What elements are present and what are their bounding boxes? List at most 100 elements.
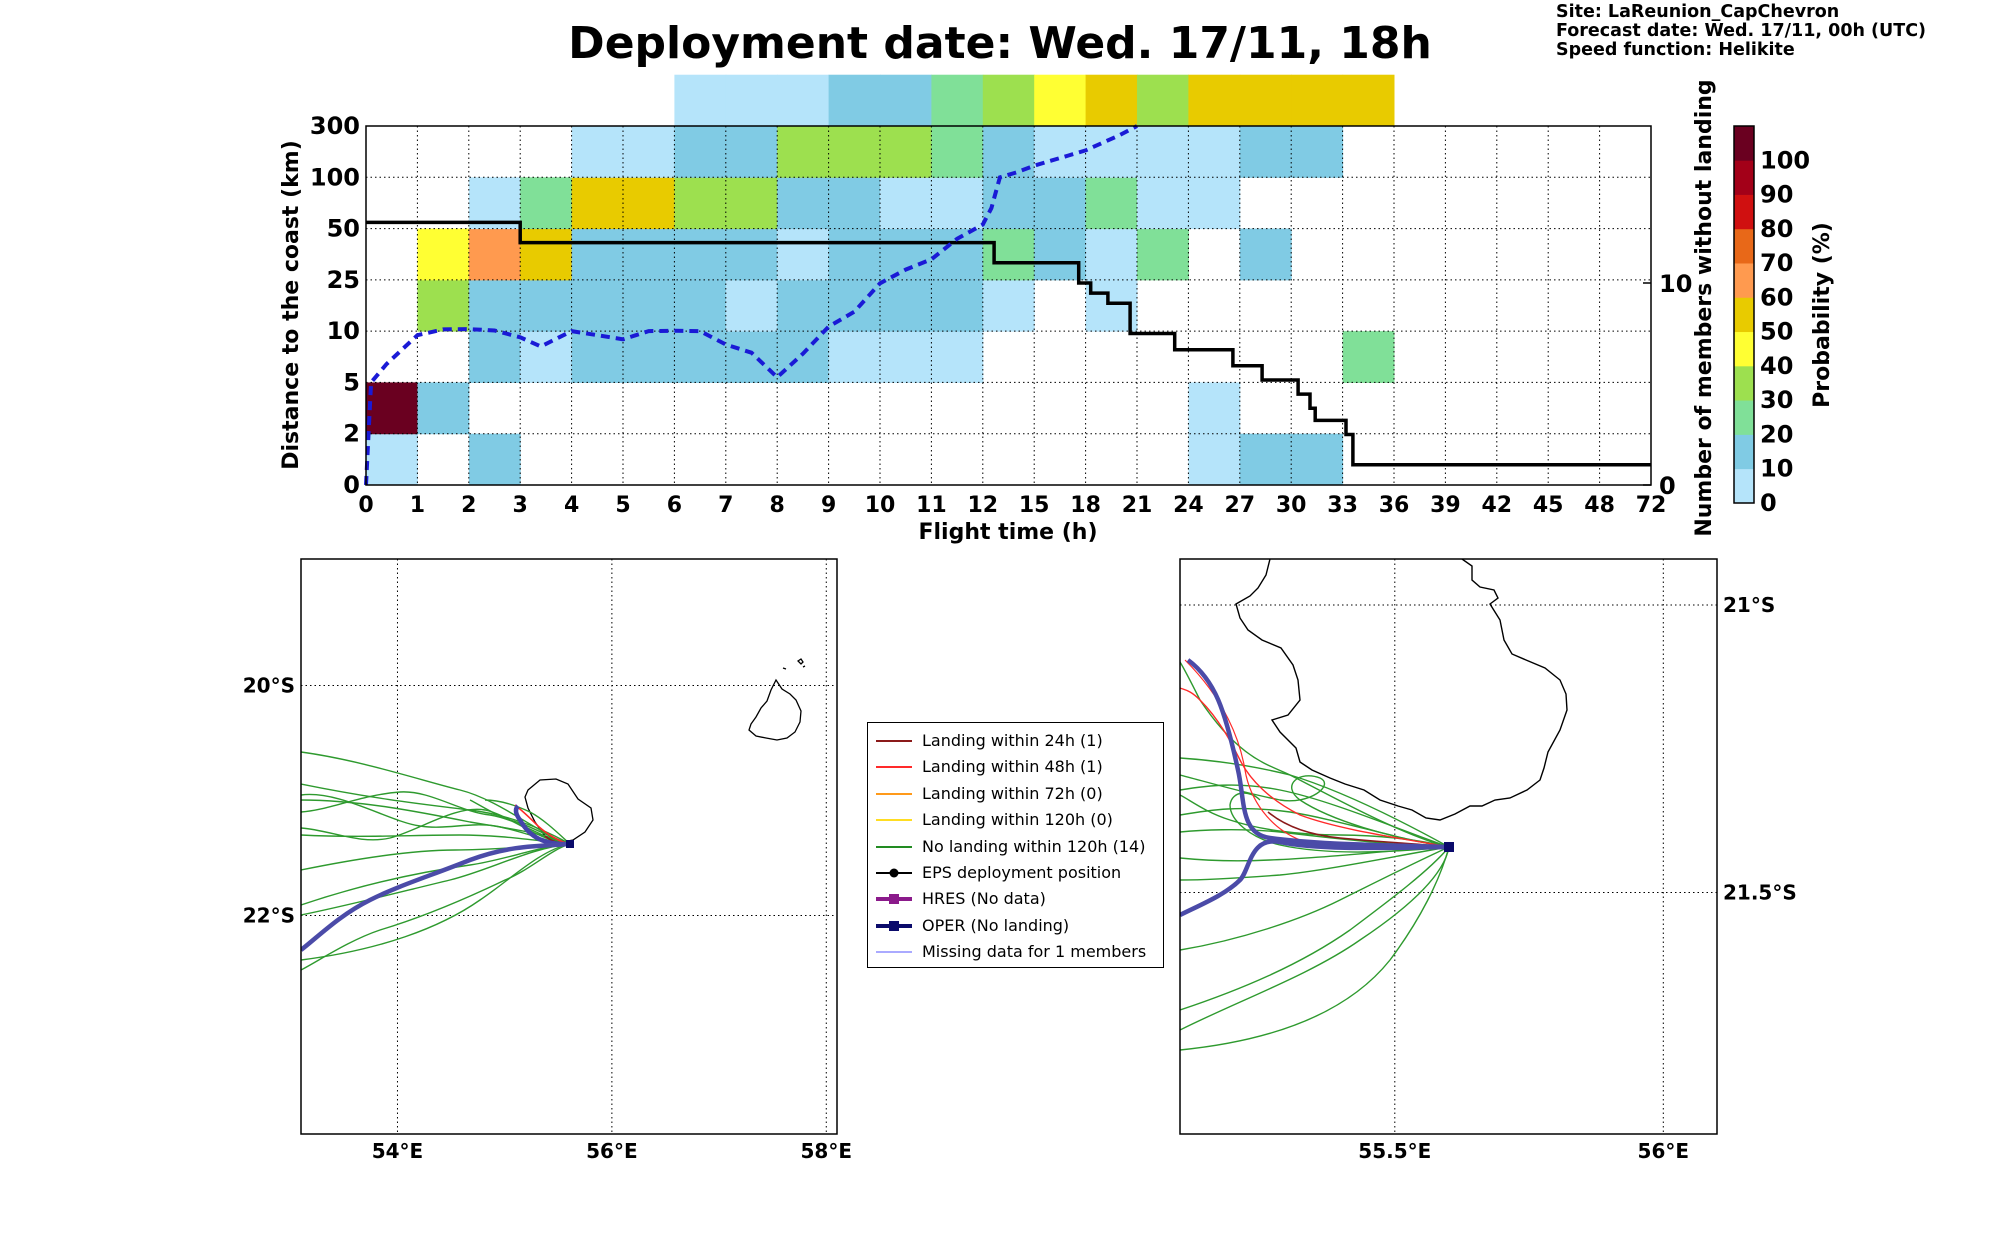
colorbar-tick-label: 10 [1760,455,1793,483]
heatmap-cell [674,228,727,281]
right-map-grid [1180,559,1717,1134]
heatmap-cell [674,177,727,230]
heatmap-cell [982,279,1035,332]
heatmap-cell [931,74,984,127]
legend: Landing within 24h (1) Landing within 48h… [867,722,1164,968]
heatmap-cell [417,279,470,332]
deployment-marker [566,840,574,848]
legend-item: Missing data for 1 members [874,940,1159,964]
heatmap-cell [725,74,778,127]
heatmap-cell [1085,74,1138,127]
heatmap-cell [777,74,830,127]
heatmap-cell [880,126,932,178]
x-tick-label: 1 [410,493,425,518]
longitude-label: 58°E [801,1139,853,1163]
no-landing-trajectory [1180,661,1450,848]
heatmap-cell [725,228,778,281]
x-tick-label: 7 [718,493,733,518]
x-tick-label: 42 [1481,493,1512,518]
colorbar-tick-label: 60 [1760,283,1793,311]
heatmap-cell [1188,433,1241,486]
no-landing-trajectory [1180,794,1450,848]
heatmap-cell [366,382,418,435]
legend-label: Landing within 24h (1) [922,731,1103,750]
heatmap-cell [828,228,881,281]
longitude-label: 55.5°E [1358,1139,1431,1163]
heatmap-cell [725,279,778,332]
no-landing-trajectory [301,791,571,845]
oper-trajectory-loop [513,804,571,847]
heatmap-cell [777,279,830,332]
heatmap-cell [520,177,573,230]
heatmap-cell [880,74,932,127]
x-tick-label: 0 [358,493,373,518]
heatmap-cell [1034,177,1087,230]
heatmap-cell [931,331,984,383]
landing-24h-trajectory [1267,811,1450,848]
no-landing-trajectory [1180,846,1450,1011]
members-without-landing-line [366,220,1651,467]
y-tick-label: 2 [343,420,360,448]
y-tick-label: 300 [310,112,360,140]
heatmap-cell [468,177,521,230]
heatmap-cell [623,228,675,281]
x-tick-label: 2 [461,493,476,518]
landing-48h-trajectory [514,804,571,845]
x-tick-label: 5 [615,493,630,518]
heatmap-cell [777,177,830,230]
heatmap-cell [468,279,521,332]
colorbar-segment [1734,297,1754,333]
rodrigues-islet [782,658,806,670]
right-map-frame [1179,558,1718,1135]
x-tick-label: 12 [967,493,998,518]
legend-item: Landing within 24h (1) [874,729,1159,753]
no-landing-trajectory [301,808,571,845]
heatmap-cell [880,331,932,383]
heatmap-cell [520,331,573,383]
y-tick-label: 0 [343,471,360,499]
heatmap-cell [623,126,675,178]
heatmap-cell [417,228,470,281]
no-landing-trajectory [1180,846,1450,1031]
no-landing-trajectory [301,843,571,961]
y2-tick-labels: 0 10 [1643,270,1692,500]
heatmap-cells [366,74,1395,486]
y-tick-label: 5 [343,368,360,396]
heatmap-cell [1034,126,1087,178]
y-axis-label: Distance to the coast (km) [279,140,304,470]
right-map-tick-labels: 55.5°E 56°E 21°S 21.5°S [1358,593,1796,1163]
longitude-label: 54°E [372,1139,424,1163]
y2-tick-label: 0 [1659,472,1676,500]
heatmap-cell [828,126,881,178]
heatmap-cell [1239,126,1292,178]
heatmap-cell [1239,433,1292,486]
legend-label: HRES (No data) [922,889,1046,909]
heatmap-cell [1188,382,1241,435]
no-landing-trajectory [1180,784,1450,848]
heatmap-cell [1188,74,1241,127]
heatmap-frame [365,125,1652,486]
no-landing-trajectory [301,799,571,845]
latitude-label: 20°S [243,674,295,698]
x-tick-label: 48 [1584,493,1615,518]
no-landing-trajectory [469,799,571,845]
heatmap-cell [674,74,727,127]
oper-trajectory [1180,839,1450,918]
colorbar-tick-label: 90 [1760,181,1793,209]
legend-swatch [876,894,912,905]
x-tick-label: 45 [1533,493,1564,518]
reunion-zoom-coastline [1235,559,1568,821]
colorbar-segment [1734,228,1754,264]
landing-24h-trajectory [544,835,571,845]
colorbar-frame [1733,125,1755,504]
site-label: Site: LaReunion_CapChevron [1556,2,1840,22]
heatmap-cell [674,279,727,332]
x-axis-label: Flight time (h) [918,520,1097,545]
heatmap-cell [1137,74,1189,127]
legend-marker [889,894,899,905]
legend-swatch [876,740,912,742]
x-tick-label: 36 [1379,493,1410,518]
legend-swatch [876,951,912,953]
mauritius-coastline [748,678,802,741]
heatmap-cell [1034,74,1087,127]
